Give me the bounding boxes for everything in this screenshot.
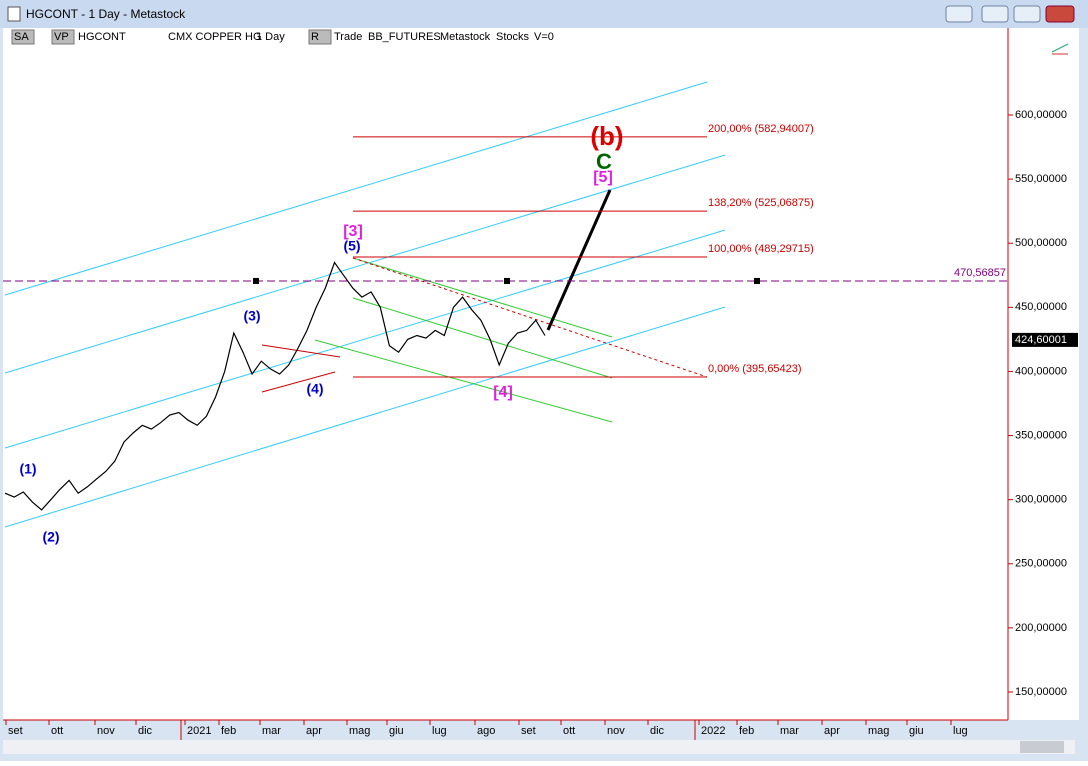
wave-label: [5]: [593, 169, 613, 186]
toolbar-item: HGCONT: [78, 31, 126, 43]
forecast-arrow: [546, 189, 612, 331]
x-tick-label: mag: [868, 725, 889, 737]
line-handle[interactable]: [504, 277, 510, 284]
y-tick-label: 200,00000: [1015, 622, 1067, 634]
x-tick-label: set: [521, 725, 536, 737]
price-line: [4, 261, 546, 511]
projection-line: [352, 257, 708, 378]
toolbar-button[interactable]: [308, 29, 332, 45]
toolbar-item: BB_FUTURES: [368, 31, 441, 43]
x-tick-label: feb: [739, 725, 754, 737]
wave-label: (1): [19, 461, 36, 477]
wave4-channel: [314, 257, 613, 423]
window-title: HGCONT - 1 Day - Metastock: [26, 7, 186, 21]
x-tick-label: giu: [909, 725, 924, 737]
x-tick-label: set: [8, 725, 23, 737]
window-icon: [7, 6, 21, 22]
x-tick-label: 2021: [187, 725, 211, 737]
title-bar: [0, 0, 1088, 28]
triangle-pattern: [261, 344, 341, 393]
last-price-label: 424,60001: [1015, 334, 1067, 346]
wave-label: C: [596, 149, 612, 174]
x-tick-label: lug: [432, 725, 447, 737]
x-tick-label: dic: [138, 725, 153, 737]
wave-label: (3): [243, 308, 260, 324]
y-tick-label: 400,00000: [1015, 365, 1067, 377]
x-tick-label: mar: [262, 725, 281, 737]
fib-label: 200,00% (582,94007): [708, 123, 814, 135]
trend-channel: [4, 81, 726, 528]
indicator-icon[interactable]: [1051, 43, 1069, 55]
chart-area: [3, 28, 1079, 720]
x-tick-label: apr: [306, 725, 322, 737]
y-tick-label: 450,00000: [1015, 301, 1067, 313]
y-tick-label: 550,00000: [1015, 173, 1067, 185]
horizontal-line-label: 470,56857: [954, 267, 1006, 279]
x-tick-label: mar: [780, 725, 799, 737]
close-button[interactable]: [1045, 5, 1075, 23]
x-tick-label: ago: [477, 725, 495, 737]
toolbar-item: Trade: [334, 31, 362, 43]
wave-label: (4): [306, 381, 323, 397]
toolbar-item[interactable]: SA: [14, 31, 29, 43]
wave-label: (b): [590, 121, 623, 151]
x-tick-label: nov: [97, 725, 115, 737]
y-tick-label: 600,00000: [1015, 109, 1067, 121]
x-tick-label: nov: [607, 725, 625, 737]
fib-label: 138,20% (525,06875): [708, 197, 814, 209]
line-handle[interactable]: [754, 277, 760, 284]
y-tick-label: 500,00000: [1015, 237, 1067, 249]
toolbar-item: Stocks: [496, 31, 530, 43]
toolbar-item: CMX COPPER HG: [168, 31, 262, 43]
x-tick-label: apr: [824, 725, 840, 737]
toolbar-item[interactable]: R: [311, 31, 319, 43]
wave-label: [3]: [343, 223, 363, 240]
x-tick-label: dic: [650, 725, 665, 737]
x-tick-label: ott: [563, 725, 575, 737]
restore-button[interactable]: [945, 5, 973, 23]
y-tick-label: 300,00000: [1015, 494, 1067, 506]
last-price-box: [1012, 332, 1078, 347]
x-tick-label: feb: [221, 725, 236, 737]
scrollbar[interactable]: [3, 740, 1075, 754]
x-tick-label: giu: [389, 725, 404, 737]
x-tick-label: mag: [349, 725, 370, 737]
fib-label: 0,00% (395,65423): [708, 363, 802, 375]
line-handle[interactable]: [253, 277, 259, 284]
wave-label: (2): [42, 529, 59, 545]
x-tick-label: ott: [51, 725, 63, 737]
y-tick-label: 150,00000: [1015, 686, 1067, 698]
toolbar-item: 1 Day: [256, 31, 285, 43]
scrollbar-thumb[interactable]: [1020, 741, 1064, 753]
toolbar-item: V=0: [534, 31, 554, 43]
toolbar-button[interactable]: [11, 29, 35, 45]
wave-label: [4]: [493, 384, 513, 401]
x-tick-label: 2022: [701, 725, 725, 737]
fib-label: 100,00% (489,29715): [708, 243, 814, 255]
y-tick-label: 350,00000: [1015, 429, 1067, 441]
toolbar-item[interactable]: VP: [54, 31, 69, 43]
y-tick-label: 250,00000: [1015, 558, 1067, 570]
minimize-button[interactable]: [981, 5, 1009, 23]
toolbar-item: Metastock: [440, 31, 491, 43]
wave-label: (5): [343, 238, 360, 254]
maximize-button[interactable]: [1013, 5, 1041, 23]
x-tick-label: lug: [953, 725, 968, 737]
toolbar-button[interactable]: [51, 29, 75, 45]
